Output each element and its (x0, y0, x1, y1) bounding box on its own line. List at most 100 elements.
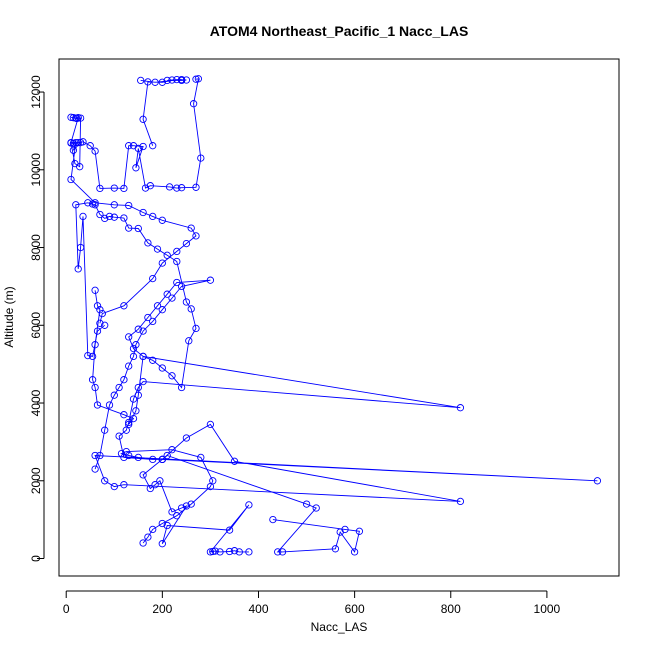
data-point (69, 114, 78, 122)
data-point (125, 224, 133, 232)
data-point (149, 274, 157, 283)
data-point (168, 446, 176, 454)
data-point (225, 547, 234, 556)
data-point (173, 247, 181, 256)
y-axis-label: Altitude (m) (2, 286, 16, 347)
data-point (93, 302, 102, 310)
data-point (163, 290, 171, 298)
data-point (134, 453, 142, 462)
data-point (173, 278, 181, 287)
data-point (125, 362, 133, 370)
data-point (144, 239, 152, 247)
data-point (163, 76, 171, 85)
data-point (139, 115, 147, 123)
x-tick-label: 800 (441, 602, 461, 616)
data-point (216, 548, 224, 556)
data-point (125, 418, 133, 427)
data-point (115, 383, 123, 392)
data-point (209, 547, 217, 556)
data-point (125, 142, 133, 150)
data-point (84, 199, 92, 207)
data-point (76, 163, 84, 171)
data-point (456, 497, 465, 506)
data-point (110, 391, 118, 399)
data-point (225, 526, 234, 534)
data-point (139, 539, 147, 547)
data-point (182, 434, 191, 442)
data-point (120, 376, 128, 384)
data-point (144, 533, 152, 541)
data-point (110, 201, 118, 209)
data-point (192, 75, 200, 83)
data-point (245, 501, 253, 509)
data-point (149, 142, 157, 150)
y-axis: 0 2000 4000 6000 8000 10000 12000 (29, 75, 45, 562)
data-point (182, 76, 191, 84)
data-point (134, 325, 142, 333)
data-point (139, 471, 147, 479)
y-tick-label: 6000 (29, 312, 43, 339)
data-point (350, 548, 359, 556)
data-point (96, 184, 104, 193)
x-tick-label: 0 (63, 602, 70, 616)
data-point (91, 451, 99, 460)
data-point (173, 257, 181, 266)
data-point (72, 138, 80, 147)
series-line-4 (92, 290, 598, 544)
data-point (274, 548, 282, 556)
data-point (158, 78, 166, 86)
data-point (192, 324, 200, 333)
series-line-2 (140, 79, 187, 146)
data-point (132, 341, 140, 349)
data-point (149, 525, 157, 534)
data-point (185, 337, 193, 345)
data-point (456, 404, 465, 412)
data-point (158, 306, 166, 314)
data-point (91, 147, 99, 155)
y-tick-label: 8000 (29, 234, 43, 261)
data-point (91, 341, 99, 349)
data-point (96, 210, 104, 219)
data-point (105, 401, 114, 409)
data-point (134, 391, 142, 399)
data-point (149, 356, 157, 364)
data-point (168, 294, 176, 302)
data-point (177, 383, 186, 392)
data-point (96, 319, 104, 327)
data-point (122, 426, 130, 434)
x-axis: 0 200 400 600 800 1000 (63, 590, 561, 616)
data-point (278, 548, 287, 556)
data-point (86, 142, 94, 150)
data-point (120, 184, 128, 193)
data-point (153, 302, 162, 310)
data-point (206, 548, 215, 556)
data-point (158, 364, 166, 372)
data-point (91, 286, 99, 294)
data-point (211, 547, 219, 555)
data-point (158, 259, 166, 267)
data-point (139, 352, 147, 361)
data-point (302, 500, 311, 508)
data-point (84, 351, 92, 360)
data-point (67, 113, 75, 121)
data-point (194, 75, 203, 83)
data-point (69, 146, 78, 154)
data-point (177, 184, 186, 192)
data-point (74, 114, 82, 122)
data-point (76, 138, 85, 147)
data-point (182, 298, 191, 306)
data-point (144, 78, 152, 86)
data-point (139, 142, 147, 151)
data-point (110, 184, 118, 192)
data-point (125, 451, 133, 460)
data-point (93, 401, 102, 409)
data-point (156, 477, 164, 485)
x-axis-label: Nacc_LAS (311, 620, 368, 634)
data-point (139, 208, 147, 217)
data-point (163, 521, 171, 530)
data-point (132, 164, 140, 172)
series-line-5 (142, 454, 360, 553)
data-point (76, 114, 85, 122)
data-point (149, 212, 157, 221)
data-point (158, 455, 166, 464)
